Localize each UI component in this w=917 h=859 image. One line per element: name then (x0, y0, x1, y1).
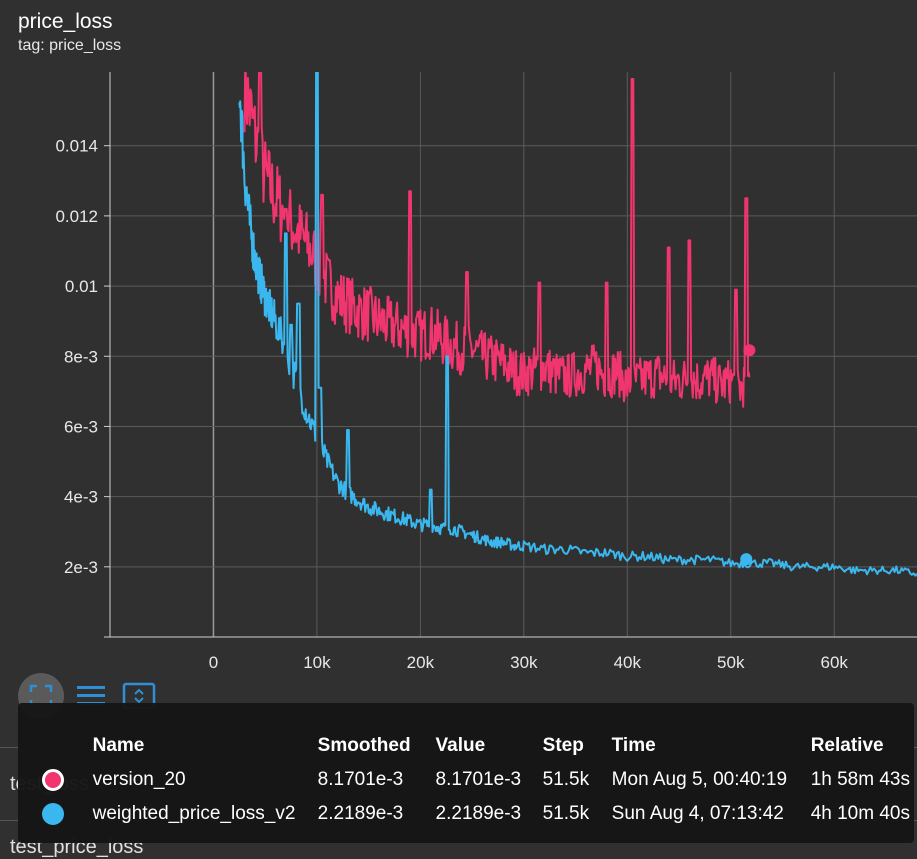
tick-labels: 0 10k 20k 30k 40k 50k 60k 2e-3 4e-3 6e-3 8e-3 0.01 0… (55, 137, 848, 672)
raw-value: 2.2189e-3 (435, 803, 522, 824)
run-color-dot-icon (42, 802, 64, 825)
line-chart[interactable]: 0 10k 20k 30k 40k 50k 60k 2e-3 4e-3 6e-3 8e-3 0.01 0… (0, 0, 917, 700)
tooltip-header-row: Name Smoothed Value Step Time Relative (38, 733, 914, 763)
relative-value: 4h 10m 40s (810, 803, 910, 824)
y-tick-label: 0.014 (55, 137, 98, 156)
chart-tag: tag: price_loss (18, 37, 122, 54)
series-swatch (38, 797, 89, 831)
series-swatch (38, 763, 89, 797)
series-layer (238, 72, 917, 577)
smoothed-value: 8.1701e-3 (317, 769, 404, 790)
column-header-step: Step (542, 735, 584, 756)
run-name: version_20 (92, 769, 186, 790)
raw-value: 8.1701e-3 (435, 769, 522, 790)
x-tick-label: 30k (510, 653, 538, 672)
series-endpoint-weighted_price_loss_v2 (740, 553, 753, 566)
tooltip-row: version_20 8.1701e-3 8.1701e-3 51.5k Mon… (38, 763, 914, 797)
column-header-relative: Relative (810, 735, 884, 756)
x-tick-label: 40k (614, 653, 642, 672)
step-value: 51.5k (542, 803, 590, 824)
color-header (38, 733, 89, 763)
y-tick-label: 2e-3 (64, 558, 98, 577)
series-line-weighted_price_loss_v2 (238, 72, 917, 577)
fit-domain-icon (29, 684, 53, 708)
run-name: weighted_price_loss_v2 (92, 803, 296, 824)
column-header-name: Name (92, 735, 145, 756)
column-header-smoothed: Smoothed (317, 735, 411, 756)
y-tick-label: 4e-3 (64, 488, 98, 507)
time-value: Mon Aug 5, 00:40:19 (611, 769, 788, 790)
chart-title: price_loss (18, 10, 113, 33)
y-tick-label: 8e-3 (64, 347, 98, 366)
run-color-dot-icon (42, 768, 64, 791)
relative-value: 1h 58m 43s (810, 769, 910, 790)
time-value: Sun Aug 4, 07:13:42 (611, 803, 784, 824)
step-value: 51.5k (542, 769, 590, 790)
tooltip-row: weighted_price_loss_v2 2.2189e-3 2.2189e… (38, 797, 914, 831)
y-tick-label: 0.01 (65, 277, 98, 296)
column-header-value: Value (435, 735, 486, 756)
smoothed-value: 2.2189e-3 (317, 803, 404, 824)
x-tick-label: 60k (821, 653, 849, 672)
y-tick-label: 0.012 (55, 207, 98, 226)
y-tick-label: 6e-3 (64, 417, 98, 436)
x-tick-label: 10k (303, 653, 331, 672)
x-tick-label: 50k (717, 653, 745, 672)
x-tick-label: 0 (209, 653, 218, 672)
axes (104, 72, 917, 638)
tooltip-table: Name Smoothed Value Step Time Relative v… (38, 733, 914, 831)
column-header-time: Time (611, 735, 656, 756)
tooltip-panel: Name Smoothed Value Step Time Relative v… (18, 703, 914, 843)
series-line-version_20 (243, 72, 751, 408)
x-tick-label: 20k (407, 653, 435, 672)
series-endpoint-version_20 (743, 344, 756, 357)
